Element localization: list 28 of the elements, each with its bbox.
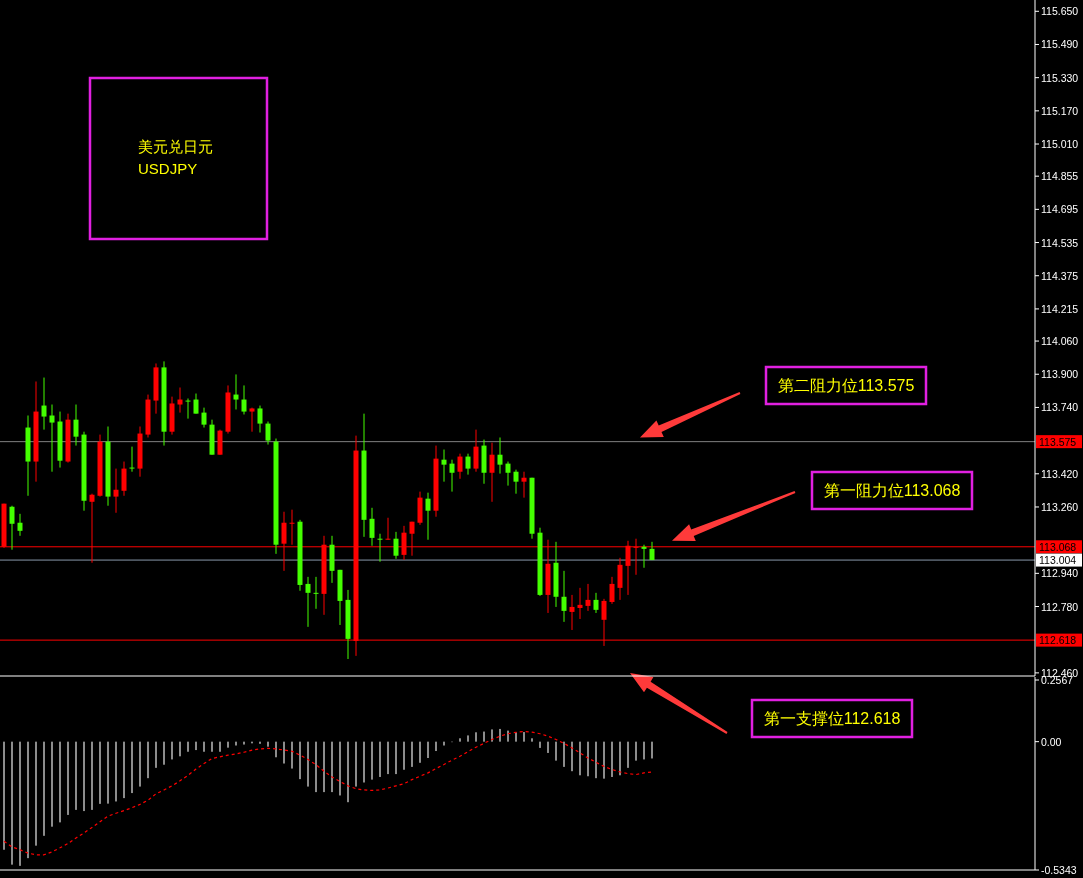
y-tick-label: 114.215 [1041,302,1079,315]
y-tick-label: 114.535 [1041,236,1079,249]
ref-line-label: 112.618 [1039,634,1077,647]
annotation: 第一阻力位113.068 [823,482,961,499]
y-tick-label: 113.740 [1041,401,1079,414]
y-tick-label: 114.855 [1041,170,1079,183]
y-tick-label: 115.490 [1041,38,1079,51]
y-tick-label: 113.420 [1041,467,1079,480]
text: 美元兑日元 [138,138,213,155]
annotation: 第一支撑位112.618 [763,710,901,727]
y-tick-label: 0.00 [1041,735,1062,748]
y-tick-label: 115.650 [1041,5,1079,18]
y-tick-label: 114.060 [1041,335,1079,348]
y-tick-label: 112.940 [1041,567,1079,580]
annotation: 第二阻力位113.575 [777,377,915,394]
y-tick-label: 113.260 [1041,500,1079,513]
ref-line-label: 113.575 [1039,435,1077,448]
y-tick-label: 114.695 [1041,203,1079,216]
y-tick-label: 114.375 [1041,269,1079,282]
text: USDJPY [138,160,198,177]
y-tick-label: 115.170 [1041,104,1079,117]
y-tick-label: 112.780 [1041,600,1079,613]
y-tick-label: 113.900 [1041,368,1079,381]
y-tick-label: 115.330 [1041,71,1079,84]
y-tick-label: 115.010 [1041,138,1079,151]
y-tick-label: -0.5343 [1041,864,1077,876]
ref-line-label: 113.004 [1039,554,1077,567]
ref-line-label: 113.068 [1039,540,1077,553]
